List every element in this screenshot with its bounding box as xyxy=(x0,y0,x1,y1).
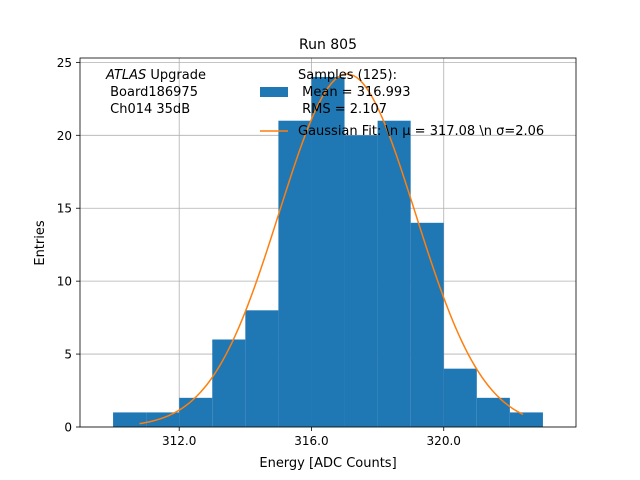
y-axis-ticks: 0 5 10 15 20 25 xyxy=(57,56,80,435)
histogram-bar xyxy=(311,76,345,427)
atlas-label: ATLAS xyxy=(105,68,146,83)
histogram-bars xyxy=(113,76,543,427)
y-tick-label: 20 xyxy=(57,129,72,143)
x-tick-label: 316.0 xyxy=(294,434,328,448)
histogram-bar xyxy=(410,222,444,427)
legend: Samples (125): Mean = 316.993 RMS = 2.10… xyxy=(260,68,544,139)
histogram-bar xyxy=(245,310,279,427)
histogram-bar xyxy=(509,412,543,427)
legend-histogram-swatch xyxy=(260,87,288,97)
board-label: Board186975 xyxy=(106,85,198,100)
svg-text:ATLAS Upgrade: ATLAS Upgrade xyxy=(105,68,206,83)
y-tick-label: 15 xyxy=(57,202,72,216)
histogram-bar xyxy=(344,135,378,427)
legend-samples-label: Samples (125): xyxy=(298,68,397,83)
x-axis-ticks: 312.0 316.0 320.0 xyxy=(162,427,461,448)
gaussian-fit-line xyxy=(139,73,524,425)
histogram-bar xyxy=(179,397,213,427)
y-tick-label: 10 xyxy=(57,275,72,289)
y-tick-label: 25 xyxy=(57,56,72,70)
channel-label: Ch014 35dB xyxy=(106,102,190,117)
x-axis-label: Energy [ADC Counts] xyxy=(259,456,396,471)
x-tick-label: 320.0 xyxy=(427,434,461,448)
histogram-bar xyxy=(113,412,147,427)
y-tick-label: 5 xyxy=(64,348,72,362)
atlas-annotation: ATLAS Upgrade Board186975 Ch014 35dB xyxy=(105,68,206,117)
upgrade-label: Upgrade xyxy=(146,68,206,83)
x-tick-label: 312.0 xyxy=(162,434,196,448)
histogram-bar xyxy=(377,120,411,427)
legend-mean-label: Mean = 316.993 xyxy=(298,85,410,100)
y-axis-label: Entries xyxy=(33,220,48,266)
plot-frame xyxy=(79,57,577,428)
chart-title: Run 805 xyxy=(299,37,357,53)
legend-rms-label: RMS = 2.107 xyxy=(298,102,387,117)
legend-fit-label: Gaussian Fit: \n μ = 317.08 \n σ=2.06 xyxy=(298,124,544,139)
histogram-bar xyxy=(443,368,477,427)
histogram-bar xyxy=(212,339,246,427)
y-tick-label: 0 xyxy=(64,421,72,435)
histogram-bar xyxy=(146,412,180,427)
histogram-bar xyxy=(278,120,312,427)
